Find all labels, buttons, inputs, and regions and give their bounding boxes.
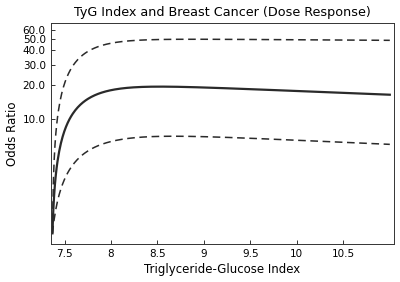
X-axis label: Triglyceride-Glucose Index: Triglyceride-Glucose Index <box>144 263 301 276</box>
Y-axis label: Odds Ratio: Odds Ratio <box>6 101 18 166</box>
Title: TyG Index and Breast Cancer (Dose Response): TyG Index and Breast Cancer (Dose Respon… <box>74 6 371 19</box>
